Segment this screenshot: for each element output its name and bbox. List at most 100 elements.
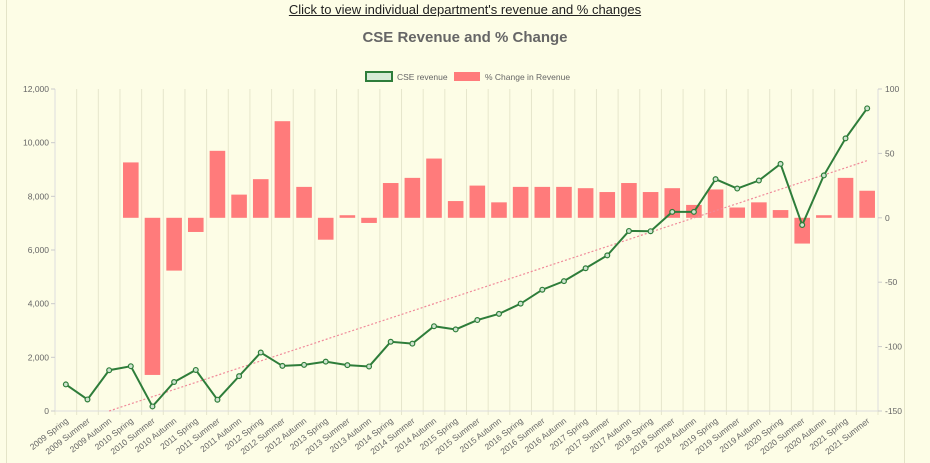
change-bar[interactable] (404, 177, 421, 218)
revenue-point[interactable] (344, 362, 351, 369)
change-bar[interactable] (296, 186, 312, 218)
change-bar[interactable] (252, 179, 269, 218)
change-bar[interactable] (426, 158, 442, 218)
revenue-point[interactable] (171, 379, 178, 386)
revenue-point[interactable] (452, 326, 459, 333)
revenue-point[interactable] (192, 366, 199, 373)
change-bar[interactable] (512, 186, 529, 218)
revenue-point[interactable] (647, 228, 654, 235)
change-bar[interactable] (361, 217, 377, 223)
change-bar[interactable] (599, 192, 616, 218)
revenue-point[interactable] (842, 135, 849, 142)
y-right-tick-label: 0 (885, 213, 890, 223)
revenue-point[interactable] (690, 208, 697, 215)
change-bar[interactable] (772, 210, 789, 218)
revenue-point[interactable] (712, 176, 719, 183)
change-bar[interactable] (166, 217, 182, 271)
change-bar[interactable] (534, 186, 551, 218)
change-bar[interactable] (469, 185, 486, 218)
y-left-tick-label: 2,000 (28, 352, 50, 362)
revenue-point[interactable] (387, 338, 394, 345)
trendline-line (108, 160, 868, 412)
y-right-tick-label: -100 (885, 342, 902, 352)
revenue-point[interactable] (84, 396, 91, 403)
change-bar[interactable] (339, 215, 356, 218)
change-bar[interactable] (621, 183, 637, 218)
revenue-point[interactable] (582, 265, 589, 272)
y-axis-left: 0 2,000 4,000 6,000 8,000 10,000 12,000 (23, 84, 55, 416)
change-bar[interactable] (859, 190, 875, 218)
y-left-tick-label: 8,000 (28, 191, 50, 201)
revenue-point[interactable] (474, 317, 481, 324)
change-bar[interactable] (209, 150, 226, 218)
revenue-point[interactable] (777, 160, 784, 167)
revenue-point[interactable] (820, 172, 827, 179)
change-bars (123, 121, 875, 375)
change-bar[interactable] (382, 183, 399, 218)
y-right-tick-label: 50 (885, 148, 895, 158)
y-right-tick-label: -150 (885, 406, 902, 416)
y-left-tick-label: 0 (44, 406, 49, 416)
y-right-tick-label: 100 (885, 84, 899, 94)
revenue-point[interactable] (864, 105, 871, 112)
revenue-point[interactable] (301, 361, 308, 368)
revenue-point[interactable] (62, 381, 69, 388)
revenue-polyline (65, 107, 868, 409)
legend-label-revenue[interactable]: CSE revenue (397, 72, 448, 82)
change-bar[interactable] (577, 188, 594, 218)
revenue-point[interactable] (257, 349, 264, 356)
gridlines (54, 89, 879, 415)
revenue-point[interactable] (669, 208, 676, 215)
revenue-point[interactable] (127, 363, 134, 370)
change-bar[interactable] (274, 121, 291, 218)
change-bar[interactable] (642, 192, 659, 218)
legend-swatch-revenue[interactable] (365, 71, 393, 82)
change-bar[interactable] (816, 215, 832, 218)
department-revenue-link[interactable]: Click to view individual department's re… (288, 2, 642, 17)
y-right-tick-label: -50 (885, 277, 898, 287)
change-bar[interactable] (231, 194, 247, 218)
revenue-point[interactable] (322, 358, 329, 365)
revenue-point[interactable] (214, 396, 221, 403)
change-bar[interactable] (491, 202, 507, 218)
frame-right-border (904, 0, 905, 463)
revenue-point[interactable] (799, 222, 806, 229)
revenue-point[interactable] (366, 363, 373, 370)
y-left-tick-label: 10,000 (23, 138, 49, 148)
y-axis-right: -150 -100 -50 0 50 100 (878, 84, 902, 416)
change-bar[interactable] (556, 186, 572, 218)
change-bar[interactable] (707, 189, 724, 218)
change-bar[interactable] (187, 217, 204, 232)
change-bar[interactable] (123, 162, 139, 218)
change-bar[interactable] (447, 201, 464, 218)
change-bar[interactable] (317, 217, 334, 240)
revenue-point[interactable] (625, 227, 632, 234)
legend-swatch-change[interactable] (454, 72, 480, 81)
revenue-point[interactable] (734, 185, 741, 192)
change-bar[interactable] (751, 202, 767, 218)
revenue-point[interactable] (149, 403, 156, 410)
revenue-point[interactable] (560, 278, 567, 285)
revenue-point[interactable] (106, 367, 113, 374)
y-left-tick-label: 4,000 (28, 299, 50, 309)
y-left-tick-label: 6,000 (28, 245, 50, 255)
revenue-point[interactable] (409, 340, 416, 347)
revenue-point[interactable] (755, 177, 762, 184)
revenue-point[interactable] (604, 252, 611, 259)
legend-label-change[interactable]: % Change in Revenue (485, 72, 570, 82)
revenue-point[interactable] (539, 286, 546, 293)
change-bar[interactable] (144, 217, 161, 375)
change-bar[interactable] (837, 177, 854, 218)
revenue-point[interactable] (517, 300, 524, 307)
change-bar[interactable] (794, 217, 810, 244)
frame-left-border (6, 0, 7, 463)
revenue-point[interactable] (495, 310, 502, 317)
revenue-point[interactable] (279, 362, 286, 369)
change-bar[interactable] (664, 188, 681, 218)
revenue-point[interactable] (431, 323, 438, 330)
revenue-point[interactable] (236, 373, 243, 380)
y-left-tick-label: 12,000 (23, 84, 49, 94)
change-bar[interactable] (729, 207, 746, 218)
